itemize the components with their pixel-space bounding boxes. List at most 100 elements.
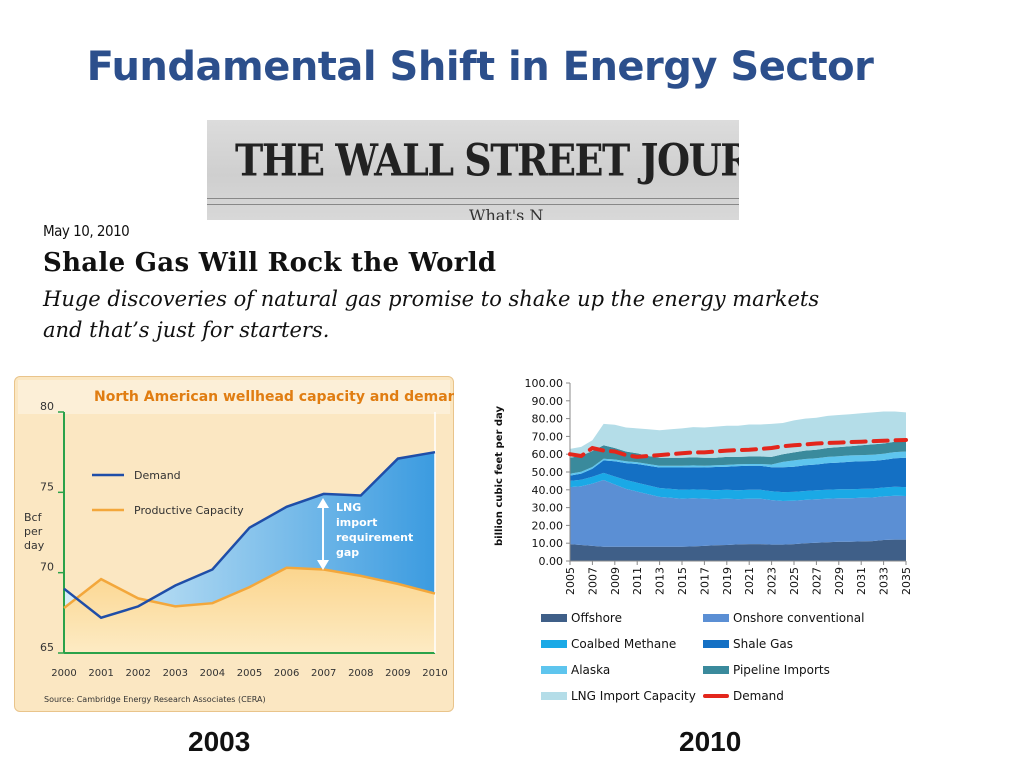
x-tick-label: 2035 [900, 567, 913, 595]
gap-arrow-head [317, 560, 329, 570]
series-area-lng [570, 411, 906, 458]
y-tick-label: 80.00 [532, 413, 564, 426]
capacity-line [63, 566, 436, 609]
series-area-onshore [570, 480, 906, 547]
x-tick-label: 2019 [721, 567, 734, 595]
y-tick-label: 75 [40, 480, 54, 493]
article-date: May 10, 2010 [43, 222, 130, 240]
y-axis-label: billion cubic feet per day [494, 406, 505, 547]
legend-capacity-label: Productive Capacity [134, 504, 244, 517]
series-area-pipeline [570, 441, 906, 474]
y-tick-label: 10.00 [532, 537, 564, 550]
gap-annotation-text: requirement [336, 531, 413, 544]
legend-item: Demand [703, 689, 784, 703]
gap-annotation-text: LNG [336, 501, 361, 514]
legend-demand-label: Demand [134, 469, 181, 482]
y-tick-label: 60.00 [532, 448, 564, 461]
legend-item: Shale Gas [703, 637, 793, 651]
legend-item: Coalbed Methane [541, 637, 676, 651]
x-tick-label: 2004 [200, 668, 225, 679]
legend-label: Coalbed Methane [571, 637, 677, 651]
series-area-shale [570, 457, 906, 493]
legend-swatch [541, 640, 567, 648]
y-axis-label: per [24, 525, 43, 538]
lng-gap-area [64, 452, 435, 618]
masthead-rule [207, 198, 739, 199]
legend-swatch [541, 692, 567, 700]
x-tick-label: 2027 [810, 567, 823, 595]
legend-swatch [703, 666, 729, 674]
chart-2010: 0.00 10.00 20.00 30.00 40.00 50.00 60.00 70.00 8… [494, 377, 913, 595]
x-tick-label: 2015 [676, 567, 689, 595]
legend-label: Shale Gas [733, 637, 794, 651]
demand-line [568, 438, 908, 459]
chart-source: Source: Cambridge Energy Research Associ… [44, 695, 266, 704]
x-tick-label: 2010 [422, 668, 447, 679]
capacity-area [64, 567, 435, 653]
x-tick-label: 2000 [51, 668, 76, 679]
x-tick-label: 2007 [311, 668, 336, 679]
x-tick-label: 2017 [698, 567, 711, 595]
series-area-offshore [570, 539, 906, 561]
caption-2010: 2010 [679, 726, 742, 757]
legend-label: Demand [733, 689, 784, 703]
x-tick-label: 2007 [586, 567, 599, 595]
y-tick-label: 50.00 [532, 466, 564, 479]
chart-title-band [18, 380, 450, 414]
x-tick-label: 2021 [743, 567, 756, 595]
x-tick-label: 2011 [631, 567, 644, 595]
y-axis-label: day [24, 539, 45, 552]
legend-swatch [541, 666, 567, 674]
article-deck: Huge discoveries of natural gas promise … [43, 287, 820, 342]
wsj-masthead-name: THE WALL STREET JOURNAL. [235, 134, 739, 186]
y-tick-label: 40.00 [532, 484, 564, 497]
y-tick-label: 30.00 [532, 502, 564, 515]
y-tick-label: 80 [40, 400, 54, 413]
x-tick-label: 2009 [609, 567, 622, 595]
legend-swatch [703, 640, 729, 648]
legend-item: LNG Import Capacity [541, 689, 696, 703]
legend-item: Alaska [541, 663, 610, 677]
legend-swatch [541, 614, 567, 622]
x-tick-label: 2005 [237, 668, 262, 679]
gap-annotation-text: import [336, 516, 377, 529]
y-tick-label: 20.00 [532, 519, 564, 532]
x-tick-label: 2031 [855, 567, 868, 595]
chart-title: North American wellhead capacity and dem… [94, 389, 454, 405]
x-tick-label: 2002 [125, 668, 150, 679]
legend-label: LNG Import Capacity [571, 689, 696, 703]
caption-2003: 2003 [188, 726, 251, 757]
x-tick-label: 2009 [385, 668, 410, 679]
x-tick-label: 2003 [163, 668, 188, 679]
legend-item: Onshore conventional [703, 611, 864, 625]
legend-label: Onshore conventional [733, 611, 865, 625]
y-tick-label: 65 [40, 641, 54, 654]
y-tick-label: 70 [40, 561, 54, 574]
x-tick-label: 2023 [766, 567, 779, 595]
x-tick-label: 2006 [274, 668, 299, 679]
demand-line [63, 450, 436, 620]
legend-swatch [703, 614, 729, 622]
wsj-masthead-image: THE WALL STREET JOURNAL. What's N [207, 120, 739, 220]
legend-label: Pipeline Imports [733, 663, 830, 677]
y-tick-label: 0.00 [539, 555, 564, 568]
article-headline: Shale Gas Will Rock the World [43, 248, 497, 278]
series-area-alaska [570, 451, 906, 476]
x-tick-label: 2033 [878, 567, 891, 595]
y-tick-label: 70.00 [532, 430, 564, 443]
y-tick-label: 100.00 [525, 377, 564, 390]
legend-swatch [703, 694, 729, 698]
x-tick-label: 2005 [564, 567, 577, 595]
y-tick-label: 90.00 [532, 395, 564, 408]
x-tick-label: 2029 [833, 567, 846, 595]
x-tick-label: 2008 [348, 668, 373, 679]
x-tick-label: 2025 [788, 567, 801, 595]
series-area-coalbed [570, 472, 906, 501]
legend-item: Pipeline Imports [703, 663, 830, 677]
y-axis-label: Bcf [24, 511, 43, 524]
legend-label: Alaska [571, 663, 611, 677]
slide-title: Fundamental Shift in Energy Sector [86, 44, 874, 90]
masthead-rule [207, 204, 739, 205]
chart-2003: North American wellhead capacity and dem… [18, 380, 454, 704]
legend-item: Offshore [541, 611, 622, 625]
